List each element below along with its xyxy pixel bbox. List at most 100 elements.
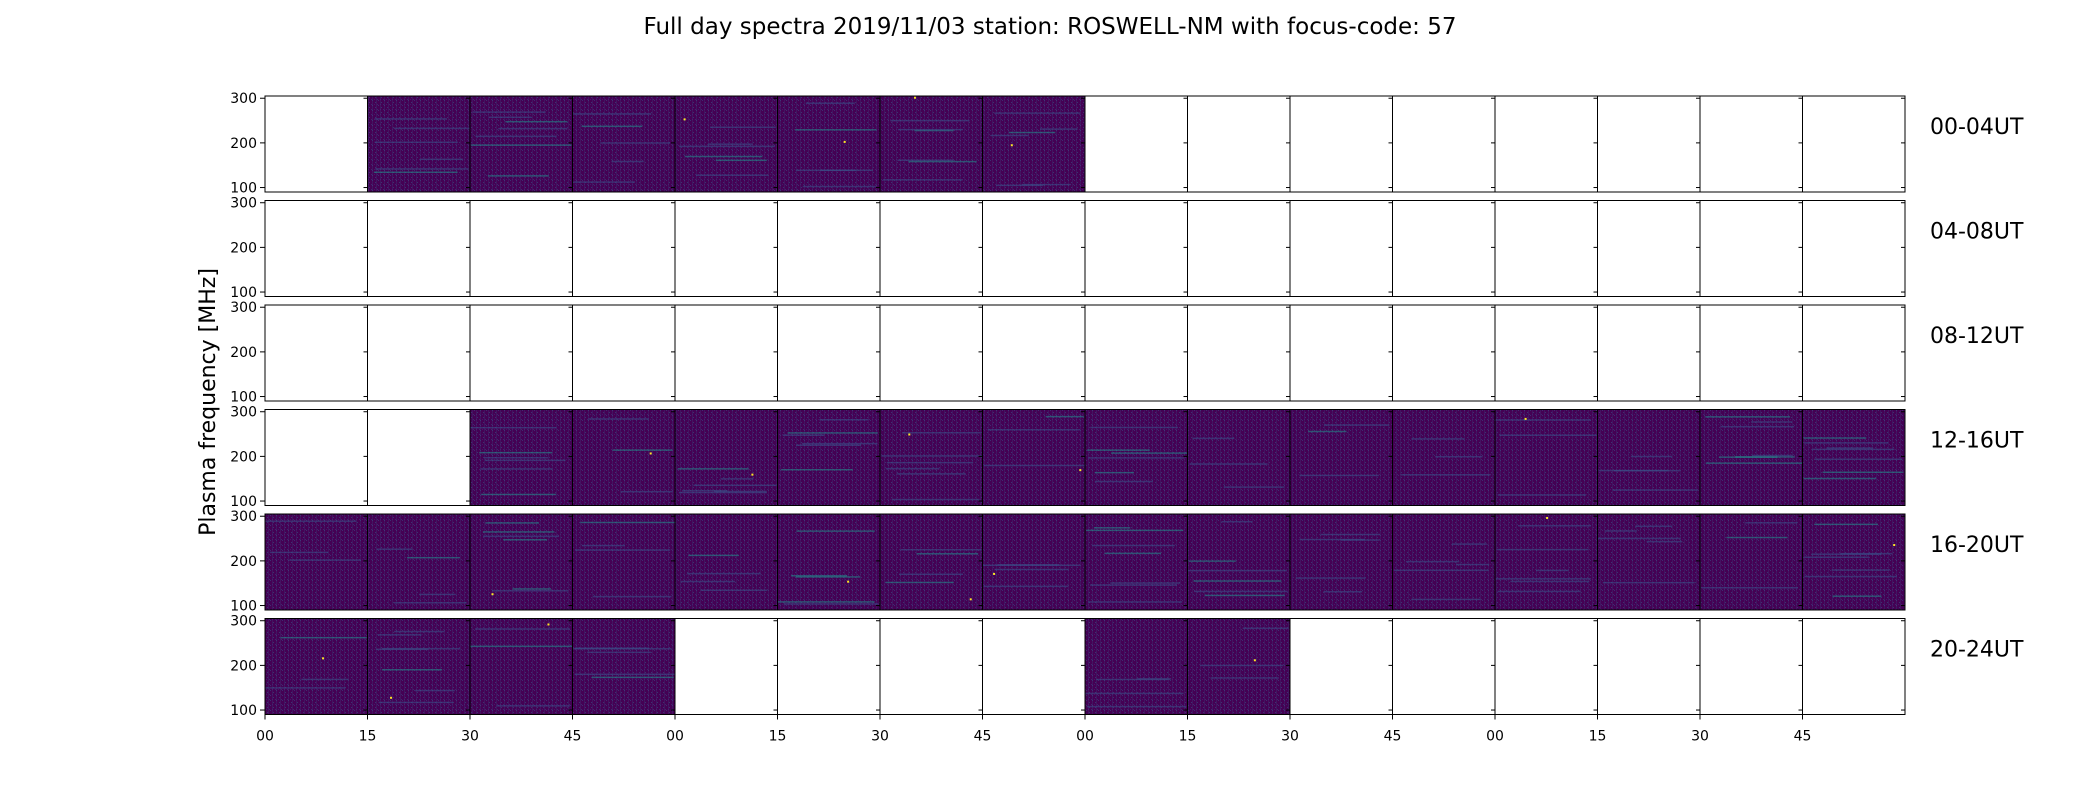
spectrum-panel [1494, 95, 1598, 193]
spectrum-panel [1802, 200, 1906, 297]
panel-background [1597, 200, 1700, 297]
spectrum-texture [470, 514, 573, 610]
spectrum-streak [713, 490, 767, 493]
spectrum-streak [795, 169, 856, 172]
panel-background [1802, 305, 1905, 401]
panel-background [1495, 618, 1598, 715]
spectrum-texture [1085, 618, 1188, 715]
spectrum-streak [677, 468, 749, 470]
panel-grid: 100 200 300 00-04UT 100 200 300 04-08UT 100 200 30… [230, 91, 2024, 719]
spectrum-streak [1497, 590, 1581, 593]
spectrum-streak [377, 634, 422, 636]
spectrum-panel [572, 513, 676, 611]
spectrum-streak [796, 530, 875, 532]
spectrum-streak [700, 589, 768, 592]
spectrum-spot [649, 452, 652, 455]
spectrum-streak [819, 419, 869, 421]
panel-background [1392, 96, 1495, 192]
spectrum-streak [1831, 569, 1890, 571]
spectrum-texture [367, 618, 470, 715]
spectrum-streak [987, 429, 1080, 431]
x-tick-label: 00 [666, 729, 684, 745]
spectrum-streak [982, 564, 1080, 567]
panel-background [675, 200, 778, 297]
spectrum-streak [301, 678, 349, 681]
row-label: 20-24UT [1930, 638, 2024, 663]
spectrum-streak [1752, 454, 1793, 457]
spectrum-spot [547, 623, 550, 626]
spectrum-panel [572, 409, 676, 506]
spectrum-texture [777, 409, 880, 506]
panel-background [982, 305, 1085, 401]
spectrum-streak [581, 544, 625, 547]
panel-background [1085, 200, 1188, 297]
spectrum-panel [982, 95, 1086, 193]
spectrum-streak [573, 181, 636, 183]
spectrum-panel [982, 200, 1086, 297]
panel-background [982, 618, 1085, 715]
spectrum-streak [679, 145, 775, 148]
spectrum-streak [1604, 530, 1637, 532]
spectrum-streak [381, 669, 443, 671]
spectrum-panel [674, 200, 778, 297]
spectrum-streak [1111, 452, 1188, 454]
row-label: 00-04UT [1930, 115, 2024, 140]
spectrum-streak [1598, 469, 1668, 472]
panel-background [880, 200, 983, 297]
spectrum-streak [505, 120, 568, 123]
spectrum-streak [581, 125, 643, 128]
spectrum-streak [1192, 437, 1235, 440]
x-tick-label: 15 [1179, 729, 1197, 745]
spectrum-streak [484, 456, 549, 459]
spectrum-streak [1411, 438, 1465, 440]
spectrum-streak [1718, 456, 1778, 458]
panel-background [777, 200, 880, 297]
spectrum-streak [1826, 447, 1874, 449]
spectrum-panel [777, 95, 881, 193]
spectrum-spot [913, 96, 916, 99]
spectrum-streak [994, 112, 1081, 114]
spectrum-texture [367, 96, 470, 192]
spectrum-streak [612, 449, 673, 451]
spectrum-panel [264, 618, 368, 715]
spectrum-panel [1289, 513, 1393, 611]
y-tick-label: 100 [230, 599, 257, 615]
spectrum-streak [393, 602, 467, 604]
spectrum-panel [982, 513, 1086, 611]
panel-background [1802, 200, 1905, 297]
x-tick-label: 00 [256, 729, 274, 745]
spectrum-texture [572, 514, 675, 610]
spectrum-panel [264, 304, 368, 402]
spectrum-streak [512, 588, 551, 590]
panel-background [572, 305, 675, 401]
spectrum-streak [1393, 569, 1489, 572]
spectrum-streak [1840, 552, 1893, 555]
spectrum-panel [1187, 304, 1291, 402]
spectrum-panel [1494, 200, 1598, 297]
spectrum-streak [1814, 458, 1903, 460]
spectrum-streak [720, 478, 754, 480]
spectrum-streak [588, 418, 649, 420]
spectrum-panel [982, 409, 1086, 506]
spectrum-streak [1726, 536, 1788, 539]
y-axis-label: Plasma frequency [MHz] [196, 268, 221, 536]
spectrum-spot [993, 572, 996, 575]
spectrum-panel [367, 304, 471, 402]
spectrum-streak [1088, 601, 1183, 603]
y-tick-label: 100 [230, 181, 257, 197]
spectrum-streak [990, 134, 1029, 137]
spectrum-panel [1392, 200, 1496, 297]
spectrum-streak [1094, 471, 1135, 474]
panel-frame [1802, 409, 1906, 506]
spectrum-texture [1290, 514, 1393, 610]
spectrum-streak [498, 127, 568, 130]
y-tick-label: 200 [230, 554, 257, 570]
spectrum-texture [265, 514, 368, 610]
spectrum-streak [1085, 692, 1184, 695]
x-tick-label: 30 [1281, 729, 1299, 745]
spectrum-streak [573, 648, 672, 650]
panel-background [1290, 305, 1393, 401]
panel-frame [1802, 618, 1906, 715]
spectrum-panel [1084, 513, 1188, 611]
spectrum-streak [280, 636, 367, 639]
